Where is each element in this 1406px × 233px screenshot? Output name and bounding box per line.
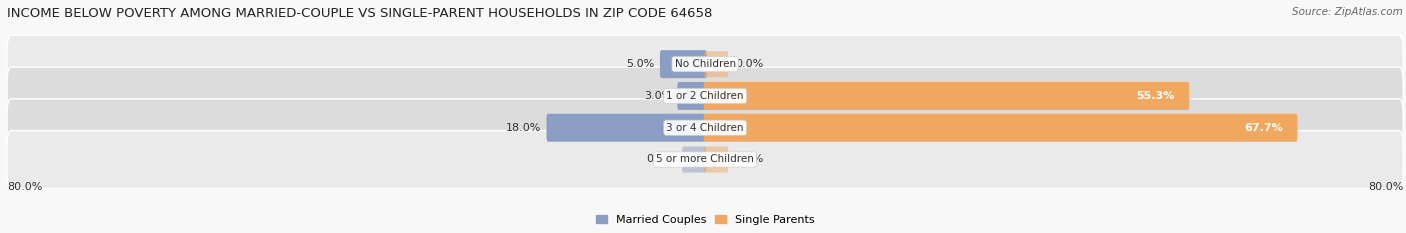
Text: 0.0%: 0.0% <box>735 154 763 164</box>
Legend: Married Couples, Single Parents: Married Couples, Single Parents <box>591 210 820 229</box>
FancyBboxPatch shape <box>7 67 1403 125</box>
FancyBboxPatch shape <box>682 147 706 172</box>
FancyBboxPatch shape <box>547 114 707 142</box>
FancyBboxPatch shape <box>703 82 1189 110</box>
Text: 0.0%: 0.0% <box>735 59 763 69</box>
FancyBboxPatch shape <box>7 35 1403 93</box>
Text: 18.0%: 18.0% <box>506 123 541 133</box>
Text: 5 or more Children: 5 or more Children <box>657 154 754 164</box>
FancyBboxPatch shape <box>7 130 1403 188</box>
Text: 3 or 4 Children: 3 or 4 Children <box>666 123 744 133</box>
Text: 80.0%: 80.0% <box>1368 182 1403 192</box>
FancyBboxPatch shape <box>678 82 707 110</box>
Text: No Children: No Children <box>675 59 735 69</box>
FancyBboxPatch shape <box>659 50 707 78</box>
FancyBboxPatch shape <box>704 51 728 77</box>
Text: 1 or 2 Children: 1 or 2 Children <box>666 91 744 101</box>
Text: Source: ZipAtlas.com: Source: ZipAtlas.com <box>1292 7 1403 17</box>
Text: 3.0%: 3.0% <box>644 91 672 101</box>
Text: 80.0%: 80.0% <box>7 182 42 192</box>
Text: 55.3%: 55.3% <box>1136 91 1174 101</box>
FancyBboxPatch shape <box>7 99 1403 157</box>
Text: 0.0%: 0.0% <box>647 154 675 164</box>
Text: INCOME BELOW POVERTY AMONG MARRIED-COUPLE VS SINGLE-PARENT HOUSEHOLDS IN ZIP COD: INCOME BELOW POVERTY AMONG MARRIED-COUPL… <box>7 7 713 20</box>
FancyBboxPatch shape <box>703 114 1298 142</box>
Text: 67.7%: 67.7% <box>1244 123 1282 133</box>
Text: 5.0%: 5.0% <box>626 59 655 69</box>
FancyBboxPatch shape <box>704 147 728 172</box>
